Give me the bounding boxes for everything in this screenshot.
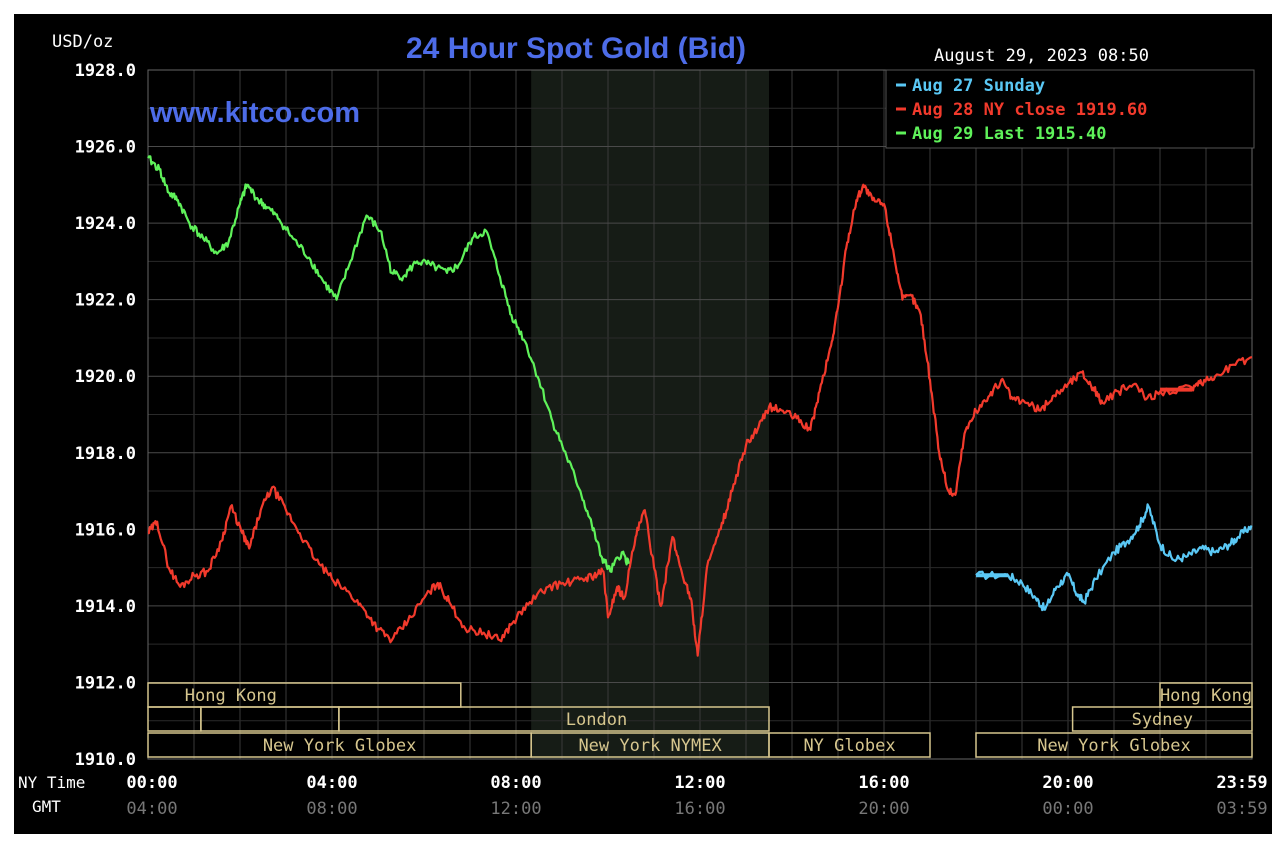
session-label: New York NYMEX bbox=[578, 736, 722, 756]
session-label: New York Globex bbox=[263, 736, 417, 756]
session-box bbox=[147, 706, 202, 732]
session-label: NY Globex bbox=[803, 736, 895, 756]
session-box bbox=[338, 706, 770, 732]
y-axis-labels: 1928.0 1926.0 1924.0 1922.0 1920.0 1918.0 1916… bbox=[75, 61, 136, 770]
y-tick-label: 1918.0 bbox=[75, 444, 136, 464]
legend: Aug 27 Sunday Aug 28 NY close 1919.60 Aug … bbox=[896, 76, 1147, 144]
y-tick-label: 1926.0 bbox=[75, 138, 136, 158]
y-tick-label: 1910.0 bbox=[75, 750, 136, 770]
price-series bbox=[147, 155, 1253, 657]
y-tick-label: 1914.0 bbox=[75, 597, 136, 617]
series-line bbox=[975, 503, 1253, 612]
chart-title: 24 Hour Spot Gold (Bid) bbox=[406, 32, 746, 65]
y-tick-label: 1922.0 bbox=[75, 291, 136, 311]
session-label: Sydney bbox=[1132, 710, 1193, 730]
gmt-tick: 00:00 bbox=[1042, 799, 1093, 819]
session-box bbox=[1071, 706, 1253, 732]
ny-time-tick: 23:59 bbox=[1216, 773, 1267, 793]
chart-panel: 1928.0 1926.0 1924.0 1922.0 1920.0 1918.0 1916… bbox=[14, 14, 1272, 834]
legend-entry: Aug 29 Last 1915.40 bbox=[912, 124, 1106, 144]
ny-time-tick: 16:00 bbox=[858, 773, 909, 793]
session-box bbox=[768, 732, 931, 758]
legend-entry: Aug 27 Sunday bbox=[912, 76, 1045, 96]
gmt-tick: 08:00 bbox=[306, 799, 357, 819]
gmt-label: GMT bbox=[32, 797, 61, 816]
kitco-watermark: www.kitco.com bbox=[149, 97, 360, 129]
gmt-tick: 16:00 bbox=[674, 799, 725, 819]
session-box bbox=[975, 732, 1253, 758]
y-tick-label: 1920.0 bbox=[75, 367, 136, 387]
session-label: Hong Kong bbox=[1160, 686, 1252, 706]
ny-time-tick: 12:00 bbox=[674, 773, 725, 793]
session-label: Hong Kong bbox=[185, 686, 277, 706]
y-tick-label: 1924.0 bbox=[75, 214, 136, 234]
gold-price-chart: 1928.0 1926.0 1924.0 1922.0 1920.0 1918.0 1916… bbox=[18, 32, 1268, 819]
legend-box bbox=[885, 69, 1255, 149]
ny-time-label: NY Time bbox=[18, 773, 85, 792]
grid-lines bbox=[147, 69, 1253, 760]
series-line bbox=[147, 155, 630, 573]
y-tick-label: 1912.0 bbox=[75, 673, 136, 693]
gmt-tick: 20:00 bbox=[858, 799, 909, 819]
series-line bbox=[147, 183, 1253, 657]
timestamp: August 29, 2023 08:50 bbox=[934, 46, 1149, 66]
unit-label: USD/oz bbox=[52, 32, 113, 52]
gmt-tick: 03:59 bbox=[1216, 799, 1267, 819]
ny-time-tick: 20:00 bbox=[1042, 773, 1093, 793]
y-tick-label: 1928.0 bbox=[75, 61, 136, 81]
session-label: New York Globex bbox=[1037, 736, 1191, 756]
session-box bbox=[200, 706, 340, 732]
gmt-tick: 04:00 bbox=[126, 799, 177, 819]
x-axis-labels: 00:00 04:00 04:00 08:00 08:00 12:00 12:00 16:00… bbox=[126, 773, 1267, 819]
legend-entry: Aug 28 NY close 1919.60 bbox=[912, 100, 1147, 120]
ny-time-tick: 00:00 bbox=[126, 773, 177, 793]
session-label: London bbox=[566, 710, 627, 730]
gmt-tick: 12:00 bbox=[490, 799, 541, 819]
trading-sessions: Hong Kong Hong Kong London Sydney New York G… bbox=[147, 682, 1253, 758]
y-tick-label: 1916.0 bbox=[75, 520, 136, 540]
ny-time-tick: 04:00 bbox=[306, 773, 357, 793]
plot-frame bbox=[147, 69, 1253, 760]
ny-time-tick: 08:00 bbox=[490, 773, 541, 793]
